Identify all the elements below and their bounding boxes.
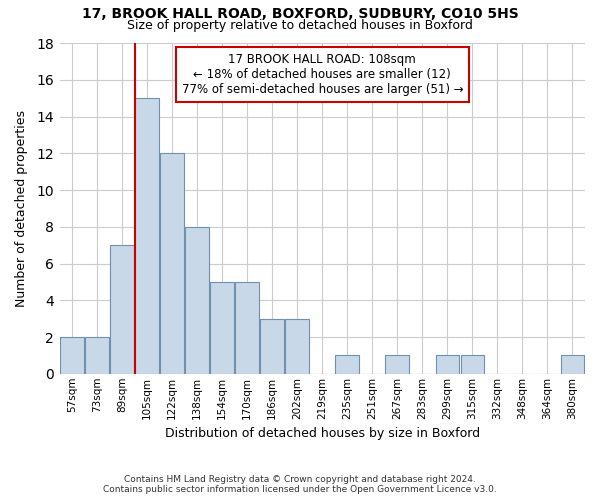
Bar [436,356,459,374]
Bar [185,227,209,374]
Text: 17, BROOK HALL ROAD, BOXFORD, SUDBURY, CO10 5HS: 17, BROOK HALL ROAD, BOXFORD, SUDBURY, C… [82,8,518,22]
Bar [335,356,359,374]
Bar [560,356,584,374]
Bar [160,154,184,374]
Text: Size of property relative to detached houses in Boxford: Size of property relative to detached ho… [127,18,473,32]
Bar [110,245,134,374]
Bar [60,337,84,374]
Bar [211,282,234,374]
Y-axis label: Number of detached properties: Number of detached properties [15,110,28,307]
Bar [461,356,484,374]
Bar [235,282,259,374]
Bar [286,318,309,374]
Text: Contains HM Land Registry data © Crown copyright and database right 2024.
Contai: Contains HM Land Registry data © Crown c… [103,474,497,494]
Text: 17 BROOK HALL ROAD: 108sqm
← 18% of detached houses are smaller (12)
77% of semi: 17 BROOK HALL ROAD: 108sqm ← 18% of deta… [182,53,463,96]
X-axis label: Distribution of detached houses by size in Boxford: Distribution of detached houses by size … [165,427,480,440]
Bar [385,356,409,374]
Bar [260,318,284,374]
Bar [136,98,159,374]
Bar [85,337,109,374]
